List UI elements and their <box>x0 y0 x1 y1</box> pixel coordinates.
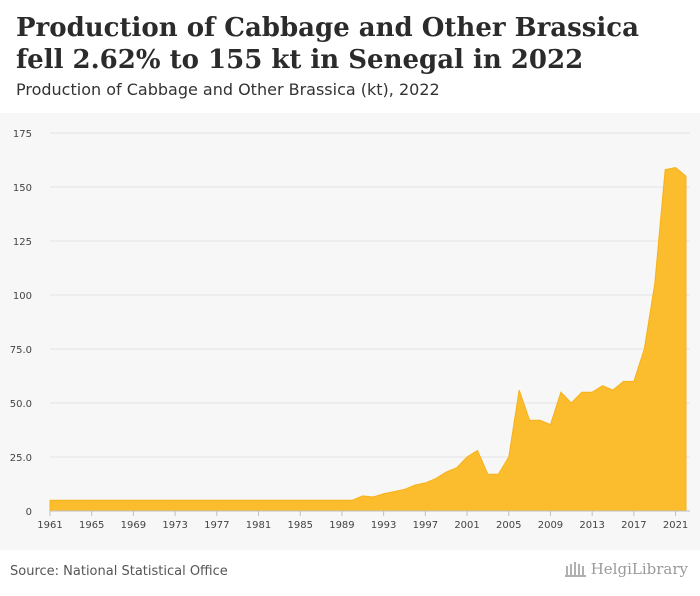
production-area-series <box>49 167 687 512</box>
chart-title: Production of Cabbage and Other Brassica… <box>16 13 639 75</box>
chart-header: Production of Cabbage and Other Brassica… <box>0 0 700 113</box>
x-tick-label: 1973 <box>162 520 187 531</box>
y-tick-label: 100 <box>13 291 32 302</box>
y-tick-label: 150 <box>13 183 32 194</box>
x-tick-label: 1997 <box>413 520 438 531</box>
y-tick-label: 0 <box>26 507 32 518</box>
x-tick-label: 1961 <box>37 520 62 531</box>
x-tick-label: 2021 <box>663 520 688 531</box>
y-tick-label: 75.0 <box>10 345 32 356</box>
x-tick-label: 1977 <box>204 520 229 531</box>
x-tick-label: 1969 <box>121 520 146 531</box>
x-tick-label: 2001 <box>454 520 479 531</box>
x-tick-label: 2005 <box>496 520 521 531</box>
y-tick-label: 125 <box>13 237 32 248</box>
x-tick-label: 2017 <box>621 520 646 531</box>
chart-subtitle: Production of Cabbage and Other Brassica… <box>16 80 440 99</box>
y-tick-label: 175 <box>13 129 32 140</box>
x-tick-label: 1981 <box>246 520 271 531</box>
x-tick-label: 1989 <box>329 520 354 531</box>
y-axis: 0 25.0 50.0 75.0 100 125 150 175 <box>10 129 32 518</box>
logo-text: HelgiLibrary <box>590 560 688 578</box>
library-columns-icon <box>564 562 586 577</box>
helgi-library-logo: HelgiLibrary <box>564 560 688 578</box>
x-tick-label: 2013 <box>579 520 604 531</box>
source-note: Source: National Statistical Office <box>10 564 228 579</box>
x-tick-label: 1993 <box>371 520 396 531</box>
y-tick-label: 50.0 <box>10 399 32 410</box>
y-tick-label: 25.0 <box>10 453 32 464</box>
series-area-layer <box>49 167 687 512</box>
x-axis: 1961 1965 1969 1973 1977 1981 1985 1989 1993 1997… <box>37 510 690 531</box>
x-tick-label: 1965 <box>79 520 104 531</box>
x-tick-label: 1985 <box>288 520 313 531</box>
x-tick-label: 2009 <box>538 520 563 531</box>
